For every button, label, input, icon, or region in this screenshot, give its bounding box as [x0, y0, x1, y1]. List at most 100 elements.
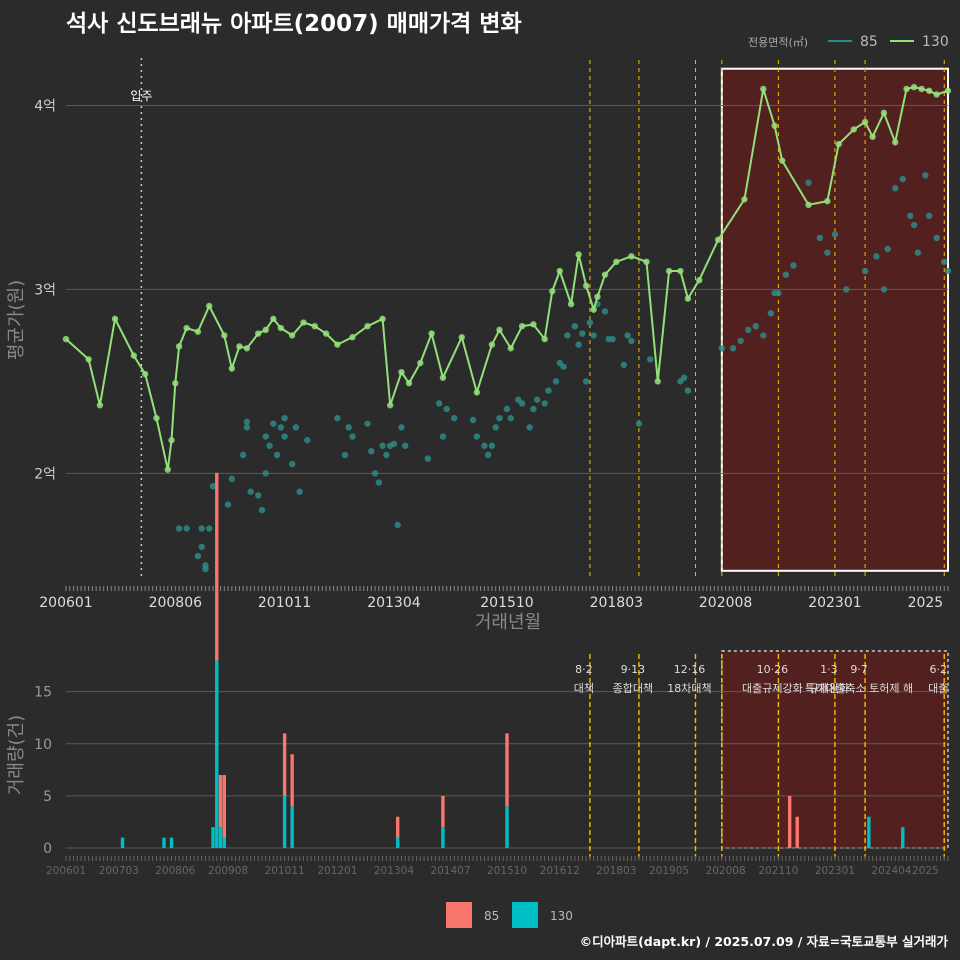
policy-date-label: 10·26 — [757, 663, 789, 676]
data-point-130 — [771, 122, 778, 129]
data-point-130 — [364, 322, 371, 330]
policy-name-label: 대책 — [574, 682, 594, 695]
data-point-85 — [424, 455, 432, 462]
volume-bar-130 — [395, 837, 400, 848]
data-point-85 — [647, 356, 654, 363]
data-point-130 — [168, 437, 175, 444]
data-point-130 — [628, 253, 635, 260]
data-point-85 — [805, 179, 812, 186]
data-point-130 — [824, 197, 831, 205]
volume-bar-130 — [505, 806, 509, 848]
data-point-85 — [243, 424, 251, 431]
policy-name-label: 규제완화 — [809, 682, 849, 695]
data-point-85 — [880, 286, 888, 293]
data-point-85 — [925, 212, 933, 220]
data-point-130 — [262, 326, 269, 334]
credit-text: ©디아파트(dapt.kr) / 2025.07.09 / 자료=국토교통부 실… — [579, 934, 948, 949]
x-tick-label-bottom: 201905 — [649, 865, 689, 877]
data-point-85 — [775, 289, 782, 297]
legend-key-bar-85 — [446, 902, 472, 928]
x-tick-label: 200806 — [149, 595, 203, 611]
data-point-85 — [209, 483, 217, 490]
data-point-85 — [680, 374, 688, 381]
x-tick-label-bottom: 2025 — [912, 865, 939, 877]
data-point-85 — [492, 424, 499, 431]
data-point-130 — [473, 389, 481, 396]
volume-bar-130 — [290, 806, 294, 848]
data-point-130 — [243, 345, 251, 352]
policy-date-label: 9·13 — [621, 663, 646, 676]
data-point-130 — [300, 319, 307, 326]
data-point-85 — [451, 414, 458, 422]
data-point-85 — [824, 249, 831, 256]
data-point-85 — [907, 212, 914, 220]
data-point-85 — [843, 286, 850, 293]
legend-key-bar-130 — [512, 902, 538, 928]
data-point-85 — [782, 271, 790, 278]
policy-name-label: 종합대책 — [613, 682, 653, 695]
data-point-85 — [884, 245, 891, 253]
data-point-130 — [311, 322, 318, 330]
data-point-85 — [255, 492, 262, 499]
x-tick-label: 202008 — [699, 595, 752, 611]
data-point-85 — [816, 234, 824, 242]
x-tick-label-bottom: 201011 — [265, 865, 305, 877]
data-point-85 — [526, 424, 533, 431]
data-point-130 — [925, 87, 933, 94]
data-point-85 — [439, 433, 447, 440]
data-point-130 — [541, 335, 548, 343]
data-point-85 — [635, 420, 643, 427]
data-point-85 — [345, 424, 352, 431]
policy-name-label: 대출규제강화 — [742, 682, 803, 695]
volume-bar-130 — [169, 837, 174, 848]
data-point-130 — [575, 251, 582, 258]
y-tick-label: 2억 — [34, 466, 56, 482]
data-point-85 — [684, 387, 692, 394]
data-point-130 — [567, 300, 575, 308]
data-point-85 — [575, 341, 582, 348]
data-point-85 — [533, 396, 541, 403]
data-point-85 — [383, 451, 390, 459]
data-point-130 — [613, 258, 620, 266]
data-point-85 — [288, 460, 296, 468]
data-point-85 — [266, 442, 273, 449]
x-tick-label: 201011 — [258, 595, 311, 611]
data-point-130 — [183, 324, 190, 332]
volume-bar-130 — [211, 827, 215, 848]
x-axis-label: 거래년월 — [475, 612, 541, 633]
data-point-85 — [262, 470, 269, 477]
data-point-130 — [880, 109, 888, 117]
data-point-85 — [481, 442, 488, 449]
data-point-130 — [172, 380, 179, 387]
volume-bar-85 — [282, 733, 287, 796]
data-point-85 — [270, 420, 277, 427]
data-point-85 — [364, 420, 371, 427]
data-point-85 — [892, 185, 899, 192]
data-point-130 — [850, 126, 857, 133]
x-tick-label: 2025 — [908, 595, 944, 611]
legend-label-bar-130: 130 — [550, 909, 573, 923]
x-tick-label-bottom: 201304 — [374, 865, 414, 877]
data-point-130 — [277, 324, 285, 332]
data-point-130 — [549, 288, 556, 295]
data-point-85 — [579, 330, 586, 337]
data-point-130 — [714, 236, 722, 243]
data-point-85 — [277, 424, 285, 431]
data-point-130 — [255, 330, 262, 337]
data-point-130 — [861, 118, 869, 126]
data-point-85 — [202, 565, 209, 573]
data-point-130 — [590, 306, 597, 313]
data-point-130 — [488, 341, 496, 348]
volume-bar-130 — [120, 837, 125, 848]
data-point-85 — [183, 525, 190, 532]
policy-date-label: 1·3 — [820, 663, 838, 676]
data-point-130 — [439, 374, 447, 381]
data-point-130 — [556, 267, 563, 275]
x-tick-label-bottom: 202008 — [706, 865, 746, 877]
data-point-130 — [835, 140, 842, 148]
data-point-85 — [484, 451, 492, 459]
x-tick-label: 202301 — [808, 595, 861, 611]
data-point-85 — [473, 433, 481, 440]
data-point-85 — [507, 414, 514, 422]
data-point-85 — [349, 433, 356, 440]
